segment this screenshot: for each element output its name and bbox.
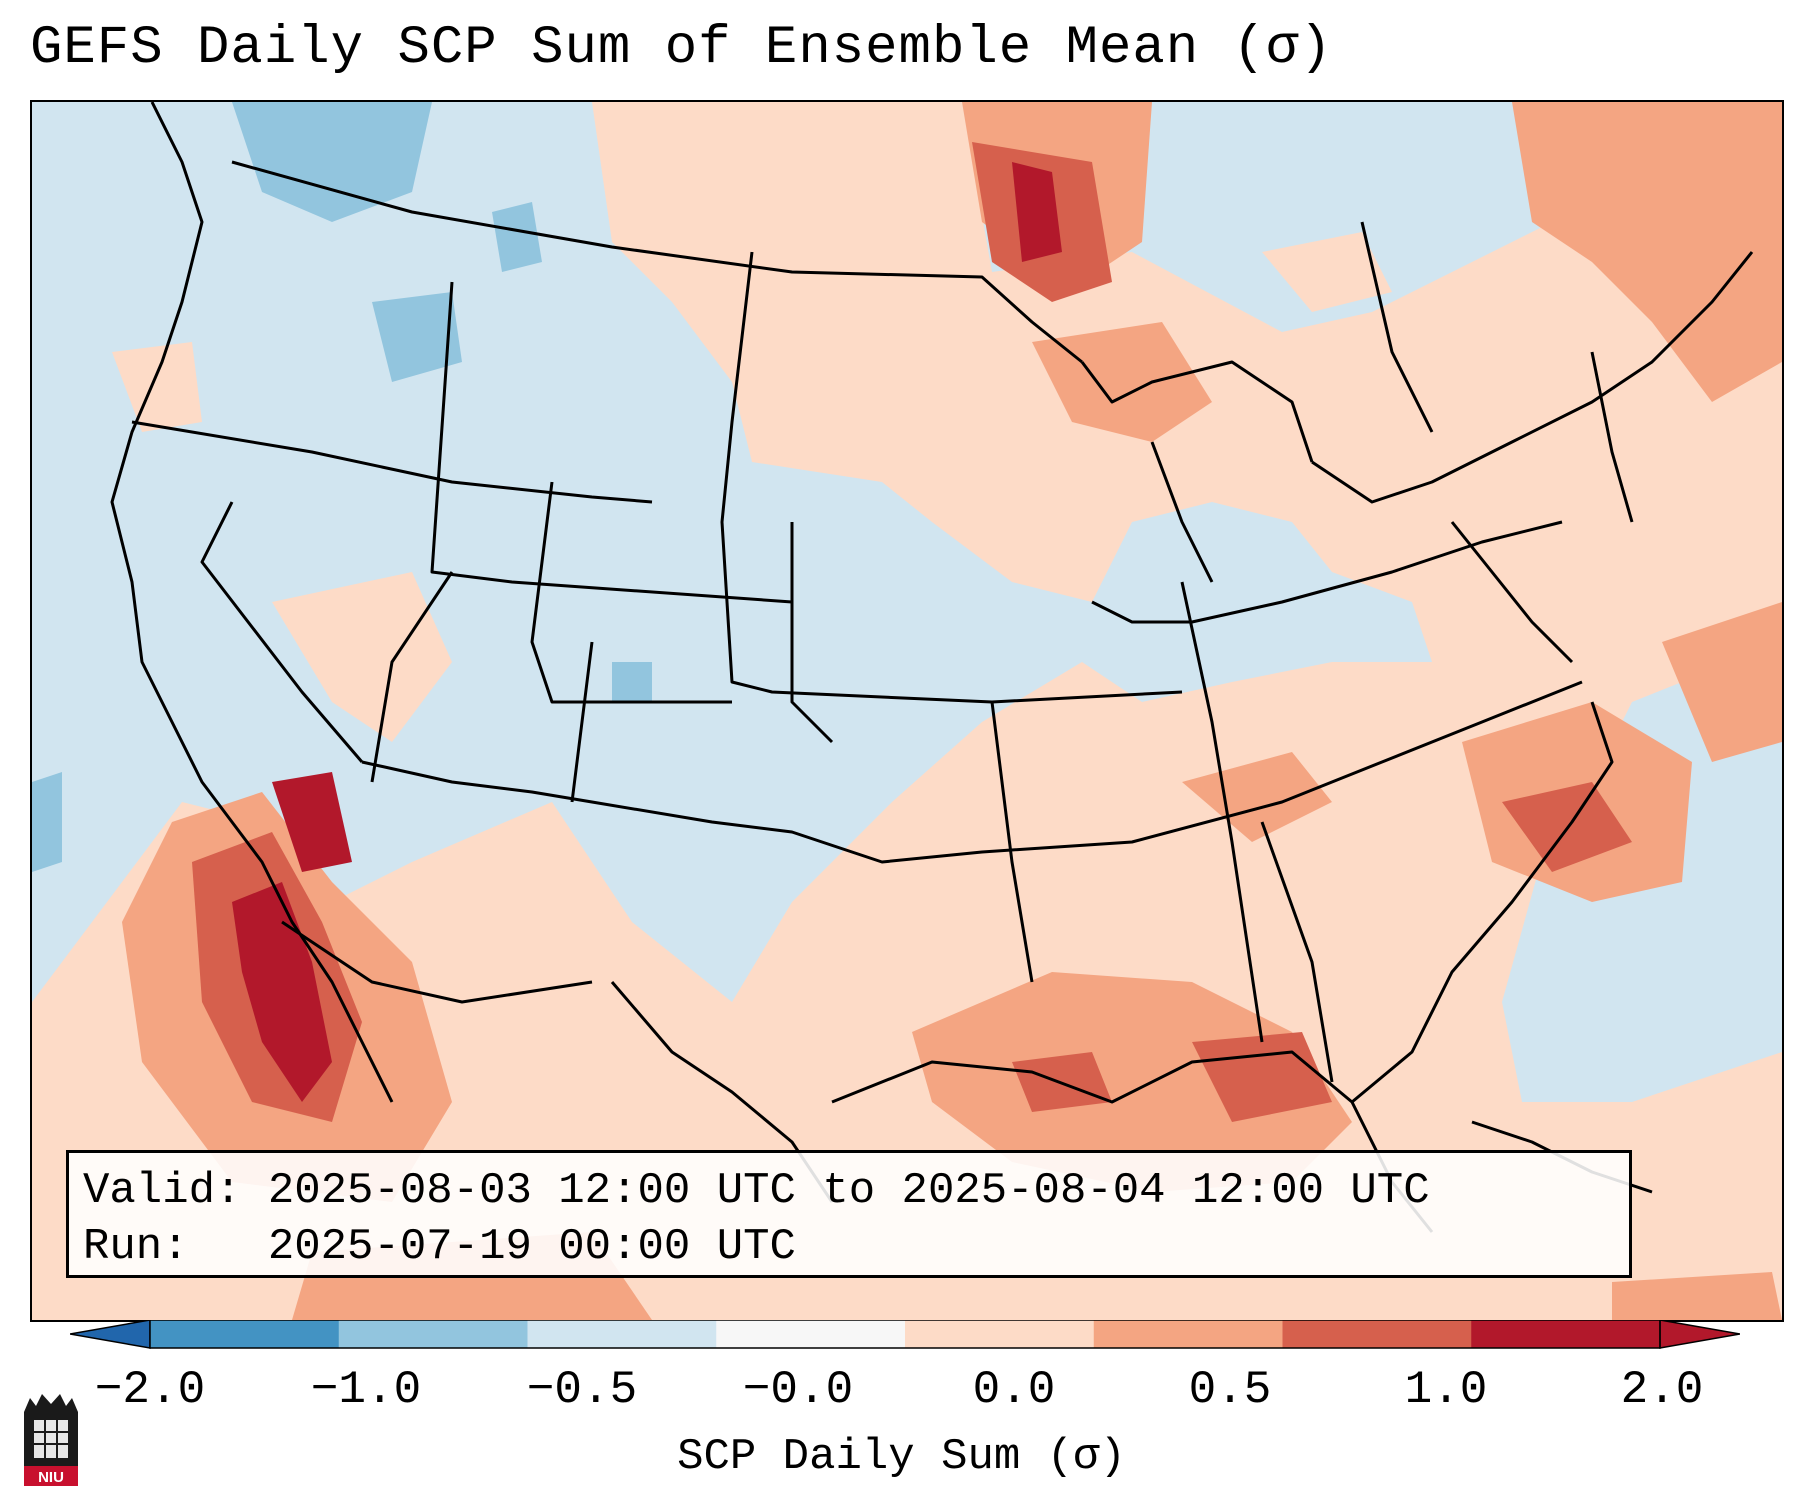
valid-run-info-box: Valid: 2025-08-03 12:00 UTC to 2025-08-0… <box>66 1150 1632 1278</box>
colorbar-segment <box>150 1320 340 1348</box>
colorbar-segment <box>527 1320 717 1348</box>
colorbar-tick-label: 1.0 <box>1404 1364 1488 1416</box>
colorbar-segment <box>338 1320 528 1348</box>
colorbar <box>70 1320 1740 1349</box>
positive-anomaly-max <box>232 162 1062 1102</box>
colorbar-segment <box>1282 1320 1472 1348</box>
colorbar-segments <box>150 1320 1661 1348</box>
colorbar-extend-low <box>70 1320 151 1349</box>
scp-map <box>32 102 1782 1320</box>
colorbar-tick-label: 0.0 <box>972 1364 1056 1416</box>
valid-time-text: Valid: 2025-08-03 12:00 UTC to 2025-08-0… <box>83 1166 1430 1216</box>
positive-anomaly-light <box>32 102 1782 1320</box>
colorbar-label: SCP Daily Sum (σ) <box>677 1432 1126 1482</box>
logo-text: NIU <box>38 1469 64 1486</box>
colorbar-tick-label: −2.0 <box>94 1364 206 1416</box>
colorbar-tick-label: −0.0 <box>742 1364 854 1416</box>
colorbar-tick-label: 0.5 <box>1188 1364 1272 1416</box>
colorbar-segment <box>1093 1320 1283 1348</box>
chart-title: GEFS Daily SCP Sum of Ensemble Mean (σ) <box>30 18 1333 79</box>
positive-anomaly-medium <box>122 102 1782 1320</box>
colorbar-extend-high <box>1659 1320 1740 1349</box>
negative-anomaly <box>32 102 652 872</box>
colorbar-outline <box>149 1320 1661 1349</box>
colorbar-tick-label: 2.0 <box>1620 1364 1704 1416</box>
niu-logo: NIU <box>24 1394 78 1486</box>
colorbar-tick-label: −0.5 <box>526 1364 638 1416</box>
colorbar-segment <box>1471 1320 1661 1348</box>
map-panel <box>30 100 1784 1322</box>
colorbar-tick-label: −1.0 <box>310 1364 422 1416</box>
run-time-text: Run: 2025-07-19 00:00 UTC <box>83 1222 796 1272</box>
colorbar-segment <box>905 1320 1095 1348</box>
colorbar-segment <box>716 1320 906 1348</box>
